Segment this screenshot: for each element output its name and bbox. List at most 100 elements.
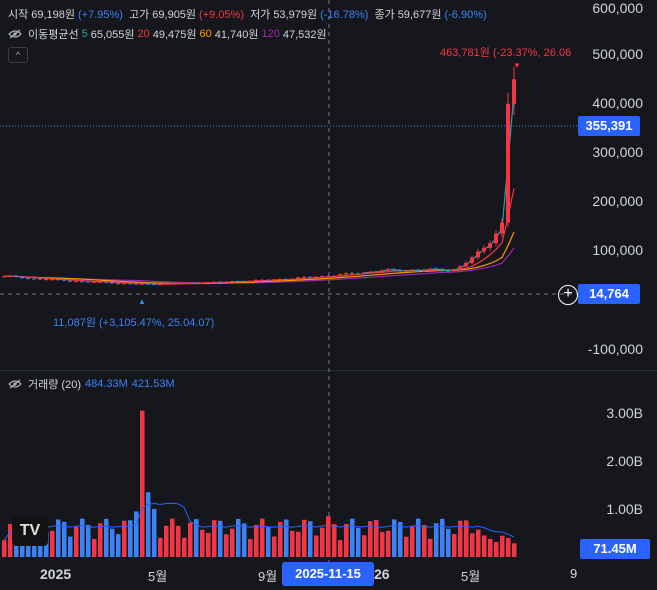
- time-label-may: 5월: [148, 569, 168, 584]
- volume-bar: [98, 523, 103, 557]
- volume-bar: [8, 524, 13, 557]
- price-tick-300000: 300,000: [592, 144, 643, 160]
- volume-bar: [260, 518, 265, 557]
- volume-bar: [152, 509, 157, 557]
- volume-bar: [194, 519, 199, 557]
- open-pct: (+7.95%): [78, 9, 123, 21]
- time-label-2025: 2025: [40, 566, 72, 582]
- volume-bar: [128, 520, 133, 557]
- current-price-tag: 355,391: [578, 116, 640, 136]
- candle-body: [80, 281, 84, 283]
- candle-body: [74, 281, 78, 283]
- volume-bar: [296, 531, 301, 557]
- volume-label[interactable]: 거래량 (20): [28, 379, 81, 391]
- collapse-legend-button[interactable]: ^: [8, 47, 28, 63]
- candle-body: [398, 269, 402, 272]
- volume-bar: [284, 519, 289, 557]
- candle-body: [464, 262, 468, 267]
- chevron-up-icon: ^: [15, 50, 21, 60]
- candle-body: [260, 279, 264, 281]
- eye-off-icon[interactable]: [8, 29, 22, 39]
- volume-bar: [248, 539, 253, 557]
- volume-bar: [320, 527, 325, 557]
- volume-bar: [440, 518, 445, 557]
- candle-body: [170, 283, 174, 285]
- volume-bar: [302, 519, 307, 557]
- volume-bar: [266, 526, 271, 557]
- candle-body: [140, 283, 144, 285]
- volume-bar: [512, 543, 517, 557]
- candle-body: [38, 278, 42, 280]
- volume-bar: [62, 521, 67, 557]
- candle-body: [452, 269, 456, 271]
- volume-bar: [488, 538, 493, 557]
- volume-bar: [362, 535, 367, 557]
- candle-body: [68, 280, 72, 282]
- candle-body: [200, 282, 204, 284]
- candle-body: [458, 266, 462, 270]
- candle-body: [20, 276, 24, 279]
- plus-circle-icon[interactable]: +: [558, 285, 578, 305]
- candle-body: [218, 281, 222, 283]
- volume-bar: [182, 537, 187, 557]
- volume-tick-1b: 1.00B: [606, 501, 643, 517]
- candle-body: [176, 283, 180, 285]
- candle-body: [194, 282, 198, 284]
- volume-ma-line: [3, 502, 515, 541]
- eye-off-icon[interactable]: [8, 379, 22, 389]
- volume-bar: [380, 532, 385, 557]
- candle-body: [206, 282, 210, 284]
- volume-bar: [350, 518, 355, 557]
- high-pct: (+9.05%): [199, 9, 244, 21]
- crosshair-price-tag: 14,764: [578, 284, 640, 304]
- candle-body: [182, 282, 186, 284]
- candle-body: [8, 275, 12, 277]
- candle-body: [272, 279, 276, 281]
- volume-value2: 421.53M: [131, 378, 175, 390]
- candle-body: [224, 281, 228, 283]
- candle-body: [344, 273, 348, 275]
- volume-bar: [332, 524, 337, 557]
- candle-body: [56, 279, 60, 281]
- volume-bar: [458, 520, 463, 557]
- candle-body: [302, 276, 306, 278]
- volume-bar: [398, 521, 403, 557]
- candlesticks: [2, 66, 516, 286]
- ohlc-legend: 시작 69,198원 (+7.95%) 고가 69,905원 (+9.05%) 저가 53…: [8, 6, 490, 22]
- candle-body: [44, 279, 48, 281]
- volume-bar: [452, 534, 457, 557]
- volume-bar: [218, 520, 223, 557]
- ma-label[interactable]: 이동평균선: [28, 29, 79, 41]
- volume-bar: [110, 528, 115, 557]
- volume-bar: [236, 518, 241, 557]
- low-annotation: 11,087원 (+3,105.47%, 25.04.07): [53, 317, 215, 329]
- volume-tick-3b: 3.00B: [606, 405, 643, 421]
- volume-bar: [500, 535, 505, 557]
- candle-body: [134, 283, 138, 285]
- candle-body: [476, 251, 480, 258]
- volume-bar: [278, 521, 283, 557]
- candle-body: [470, 257, 474, 263]
- candle-body: [98, 281, 102, 283]
- open-label: 시작: [8, 9, 29, 21]
- candle-body: [428, 268, 432, 271]
- volume-bar: [200, 529, 205, 557]
- candle-body: [422, 270, 426, 272]
- candle-body: [410, 270, 414, 272]
- ma120-period: 120: [261, 28, 280, 40]
- volume-bar: [422, 525, 427, 557]
- volume-bar: [140, 410, 145, 557]
- tradingview-logo[interactable]: TV: [12, 516, 48, 546]
- candle-body: [446, 270, 450, 272]
- candle-body: [374, 271, 378, 273]
- candle-body: [158, 284, 162, 286]
- ma20-line: [3, 188, 515, 285]
- candle-body: [404, 270, 408, 272]
- candle-body: [440, 268, 444, 271]
- volume-bar: [410, 526, 415, 557]
- candle-body: [506, 103, 510, 223]
- high-annotation: 463,781원 (-23.37%, 26.06: [440, 47, 572, 59]
- volume-bar: [356, 527, 361, 557]
- volume-tick-2b: 2.00B: [606, 453, 643, 469]
- volume-bar: [146, 492, 151, 557]
